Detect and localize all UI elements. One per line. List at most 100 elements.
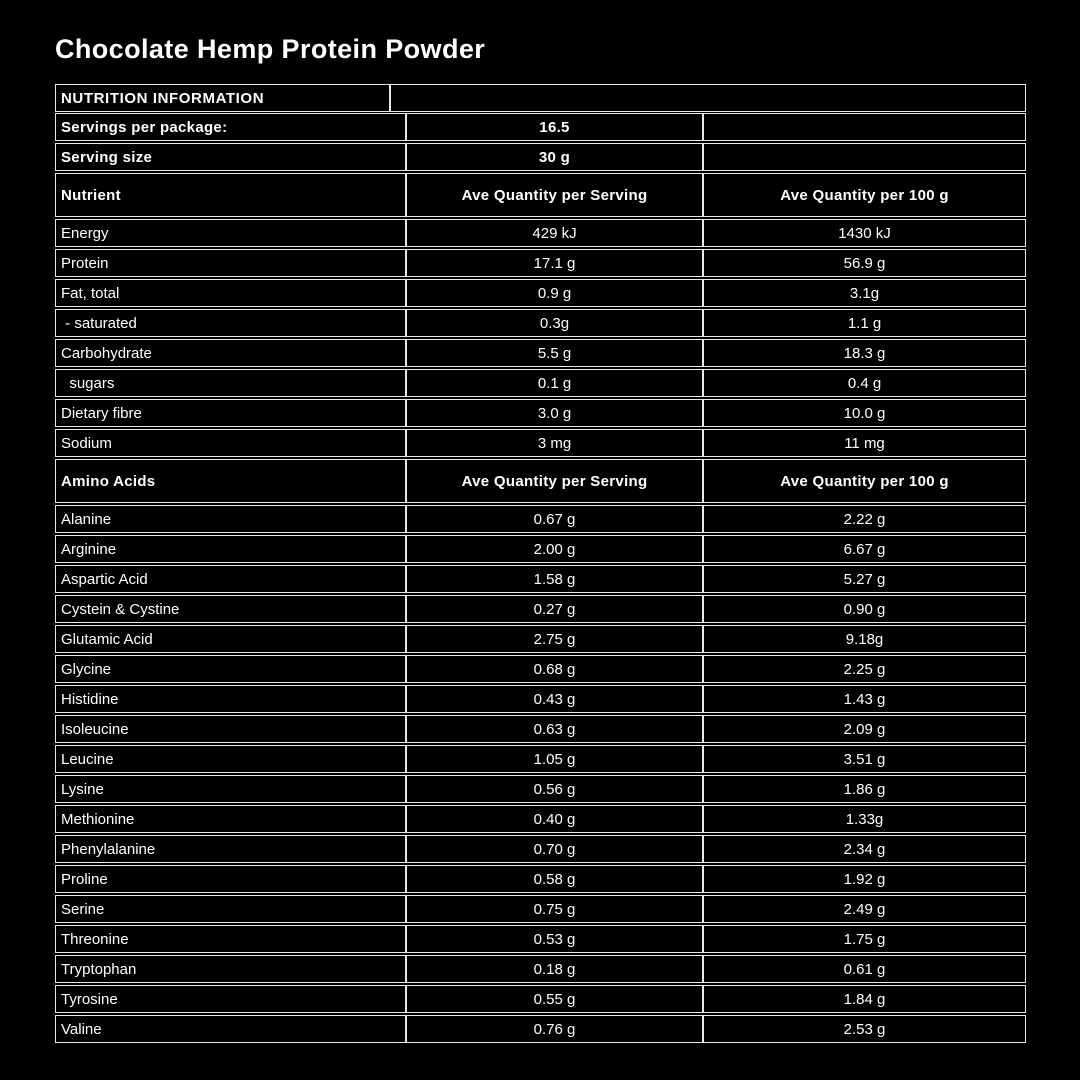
row-value-per-serving: 3.0 g	[406, 399, 703, 427]
row-value-per-serving: 3 mg	[406, 429, 703, 457]
row-value-per-serving: 1.05 g	[406, 745, 703, 773]
row-label: Histidine	[55, 685, 406, 713]
table-row: Protein 17.1 g 56.9 g	[55, 249, 1026, 277]
row-label: Carbohydrate	[55, 339, 406, 367]
row-value-per-serving: 0.63 g	[406, 715, 703, 743]
row-value-per-serving: 0.75 g	[406, 895, 703, 923]
table-row: Tryptophan 0.18 g 0.61 g	[55, 955, 1026, 983]
row-value-per-100g: 11 mg	[703, 429, 1026, 457]
row-label: Tyrosine	[55, 985, 406, 1013]
row-label: Tryptophan	[55, 955, 406, 983]
row-label: Arginine	[55, 535, 406, 563]
table-row: Glutamic Acid 2.75 g 9.18g	[55, 625, 1026, 653]
table-row: Carbohydrate 5.5 g 18.3 g	[55, 339, 1026, 367]
row-value-per-100g: 1.33g	[703, 805, 1026, 833]
row-value-per-serving: 2.00 g	[406, 535, 703, 563]
row-value-per-100g: 3.51 g	[703, 745, 1026, 773]
row-value-per-serving: 5.5 g	[406, 339, 703, 367]
row-label: Leucine	[55, 745, 406, 773]
row-value-per-serving: 0.27 g	[406, 595, 703, 623]
table-row: Alanine 0.67 g 2.22 g	[55, 505, 1026, 533]
section-header-table: NUTRITION INFORMATION	[55, 82, 1026, 114]
row-value-per-serving: 0.40 g	[406, 805, 703, 833]
row-value-per-100g: 1.84 g	[703, 985, 1026, 1013]
amino-header-per-100g: Ave Quantity per 100 g	[703, 459, 1026, 503]
nutrients-section: Energy 429 kJ 1430 kJ Protein 17.1 g 56.9 g Fa…	[55, 219, 1026, 457]
empty-cell	[703, 113, 1026, 141]
row-value-per-100g: 1430 kJ	[703, 219, 1026, 247]
row-value-per-serving: 0.3g	[406, 309, 703, 337]
table-row: Isoleucine 0.63 g 2.09 g	[55, 715, 1026, 743]
row-value-per-100g: 1.86 g	[703, 775, 1026, 803]
row-label: Methionine	[55, 805, 406, 833]
row-value-per-100g: 0.90 g	[703, 595, 1026, 623]
serving-info-section: Servings per package: 16.5 Serving size …	[55, 113, 1026, 171]
row-label: Aspartic Acid	[55, 565, 406, 593]
row-value-per-100g: 0.61 g	[703, 955, 1026, 983]
row-label: Energy	[55, 219, 406, 247]
row-label: Protein	[55, 249, 406, 277]
row-value-per-100g: 2.09 g	[703, 715, 1026, 743]
amino-header-section: Amino Acids Ave Quantity per Serving Ave…	[55, 459, 1026, 503]
section-title-cell: NUTRITION INFORMATION	[55, 84, 390, 112]
row-value-per-100g: 10.0 g	[703, 399, 1026, 427]
row-value-per-serving: 0.18 g	[406, 955, 703, 983]
amino-header-label: Amino Acids	[55, 459, 406, 503]
row-value-per-100g: 18.3 g	[703, 339, 1026, 367]
table-row: Proline 0.58 g 1.92 g	[55, 865, 1026, 893]
row-value-per-100g: 2.49 g	[703, 895, 1026, 923]
nutrient-header-section: Nutrient Ave Quantity per Serving Ave Qu…	[55, 173, 1026, 217]
amino-header-row: Amino Acids Ave Quantity per Serving Ave…	[55, 459, 1026, 503]
empty-cell	[703, 143, 1026, 171]
nutrient-header-label: Nutrient	[55, 173, 406, 217]
table-row: Methionine 0.40 g 1.33g	[55, 805, 1026, 833]
row-value-per-serving: 0.55 g	[406, 985, 703, 1013]
row-label: Isoleucine	[55, 715, 406, 743]
row-label: Phenylalanine	[55, 835, 406, 863]
section-header-empty-cell	[390, 84, 1026, 112]
row-value-per-100g: 2.53 g	[703, 1015, 1026, 1043]
table-row: Sodium 3 mg 11 mg	[55, 429, 1026, 457]
row-label: Lysine	[55, 775, 406, 803]
table-row: Cystein & Cystine 0.27 g 0.90 g	[55, 595, 1026, 623]
row-value-per-100g: 1.43 g	[703, 685, 1026, 713]
row-value-per-100g: 2.25 g	[703, 655, 1026, 683]
row-label: Glutamic Acid	[55, 625, 406, 653]
serving-size-label: Serving size	[55, 143, 406, 171]
row-label: Proline	[55, 865, 406, 893]
row-value-per-100g: 2.34 g	[703, 835, 1026, 863]
nutrient-header-row: Nutrient Ave Quantity per Serving Ave Qu…	[55, 173, 1026, 217]
row-value-per-100g: 1.75 g	[703, 925, 1026, 953]
table-row: sugars 0.1 g 0.4 g	[55, 369, 1026, 397]
nutrient-header-per-serving: Ave Quantity per Serving	[406, 173, 703, 217]
table-row: Valine 0.76 g 2.53 g	[55, 1015, 1026, 1043]
row-label: Fat, total	[55, 279, 406, 307]
row-value-per-100g: 9.18g	[703, 625, 1026, 653]
table-row: Energy 429 kJ 1430 kJ	[55, 219, 1026, 247]
table-row: Arginine 2.00 g 6.67 g	[55, 535, 1026, 563]
amino-header-per-serving: Ave Quantity per Serving	[406, 459, 703, 503]
row-value-per-serving: 0.58 g	[406, 865, 703, 893]
table-row: Lysine 0.56 g 1.86 g	[55, 775, 1026, 803]
row-value-per-serving: 0.68 g	[406, 655, 703, 683]
row-value-per-100g: 1.1 g	[703, 309, 1026, 337]
row-label: Cystein & Cystine	[55, 595, 406, 623]
row-value-per-serving: 0.53 g	[406, 925, 703, 953]
page-title: Chocolate Hemp Protein Powder	[55, 34, 486, 64]
row-value-per-100g: 2.22 g	[703, 505, 1026, 533]
row-value-per-serving: 2.75 g	[406, 625, 703, 653]
table-row: Aspartic Acid 1.58 g 5.27 g	[55, 565, 1026, 593]
table-row: Glycine 0.68 g 2.25 g	[55, 655, 1026, 683]
row-value-per-100g: 3.1g	[703, 279, 1026, 307]
table-row: Serine 0.75 g 2.49 g	[55, 895, 1026, 923]
table-row: - saturated 0.3g 1.1 g	[55, 309, 1026, 337]
row-label: Sodium	[55, 429, 406, 457]
row-value-per-100g: 0.4 g	[703, 369, 1026, 397]
row-value-per-serving: 0.76 g	[406, 1015, 703, 1043]
row-value-per-serving: 17.1 g	[406, 249, 703, 277]
row-value-per-serving: 0.70 g	[406, 835, 703, 863]
table-row: Dietary fibre 3.0 g 10.0 g	[55, 399, 1026, 427]
row-label: Valine	[55, 1015, 406, 1043]
row-value-per-100g: 6.67 g	[703, 535, 1026, 563]
